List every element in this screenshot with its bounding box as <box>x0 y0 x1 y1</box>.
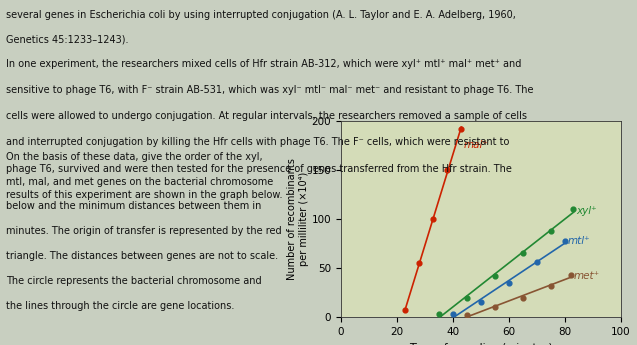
Text: In one experiment, the researchers mixed cells of Hfr strain AB-312, which were : In one experiment, the researchers mixed… <box>6 59 522 69</box>
Y-axis label: Number of recombinants
per milliliter (×10⁴): Number of recombinants per milliliter (×… <box>287 158 308 280</box>
Text: the lines through the circle are gene locations.: the lines through the circle are gene lo… <box>6 301 235 311</box>
Point <box>568 206 578 212</box>
Point <box>546 228 556 234</box>
Point <box>462 313 472 318</box>
X-axis label: Time of sampling (minutes): Time of sampling (minutes) <box>409 343 553 345</box>
Text: On the basis of these data, give the order of the xyl,: On the basis of these data, give the ord… <box>6 152 263 162</box>
Text: cells were allowed to undergo conjugation. At regular intervals, the researchers: cells were allowed to undergo conjugatio… <box>6 111 527 121</box>
Point <box>566 272 576 278</box>
Text: mal⁺: mal⁺ <box>464 140 489 150</box>
Point <box>490 304 500 309</box>
Point <box>442 167 452 173</box>
Point <box>462 295 472 300</box>
Text: triangle. The distances between genes are not to scale.: triangle. The distances between genes ar… <box>6 251 278 261</box>
Text: below and the minimum distances between them in: below and the minimum distances between … <box>6 201 262 211</box>
Point <box>456 126 466 131</box>
Point <box>532 259 542 265</box>
Text: several genes in Escherichia coli by using interrupted conjugation (A. L. Taylor: several genes in Escherichia coli by usi… <box>6 10 516 20</box>
Text: Genetics 45:1233–1243).: Genetics 45:1233–1243). <box>6 34 129 45</box>
Point <box>476 299 486 304</box>
Text: xyl⁺: xyl⁺ <box>576 206 597 216</box>
Text: met⁺: met⁺ <box>573 271 599 281</box>
Point <box>518 295 528 300</box>
Point <box>546 283 556 289</box>
Text: The circle represents the bacterial chromosome and: The circle represents the bacterial chro… <box>6 276 262 286</box>
Point <box>428 216 438 222</box>
Point <box>414 260 424 266</box>
Point <box>490 273 500 279</box>
Point <box>400 307 410 312</box>
Point <box>434 312 444 317</box>
Text: and interrupted conjugation by killing the Hfr cells with phage T6. The F⁻ cells: and interrupted conjugation by killing t… <box>6 137 510 147</box>
Point <box>448 312 458 317</box>
Text: sensitive to phage T6, with F⁻ strain AB-531, which was xyl⁻ mtl⁻ mal⁻ met⁻ and : sensitive to phage T6, with F⁻ strain AB… <box>6 85 534 95</box>
Text: phage T6, survived and were then tested for the presence of genes transferred fr: phage T6, survived and were then tested … <box>6 164 512 174</box>
Text: mtl⁺: mtl⁺ <box>568 236 590 246</box>
Text: minutes. The origin of transfer is represented by the red: minutes. The origin of transfer is repre… <box>6 226 282 236</box>
Point <box>560 238 570 244</box>
Text: results of this experiment are shown in the graph below.: results of this experiment are shown in … <box>6 190 283 200</box>
Point <box>504 280 514 286</box>
Text: mtl, mal, and met genes on the bacterial chromosome: mtl, mal, and met genes on the bacterial… <box>6 177 274 187</box>
Point <box>518 251 528 256</box>
